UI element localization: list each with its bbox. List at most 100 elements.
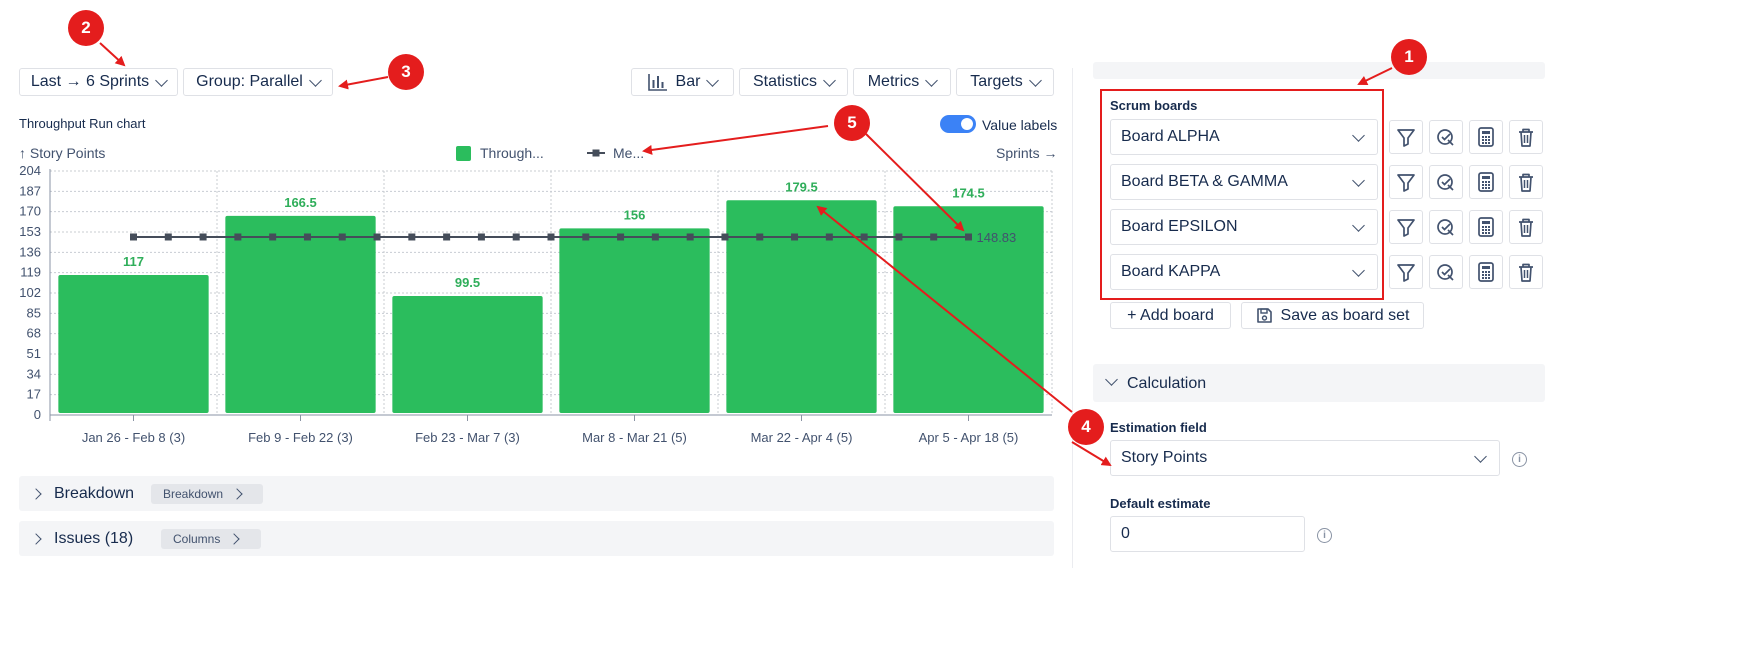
- mean-marker: [582, 233, 590, 241]
- mean-marker: [547, 233, 555, 241]
- mean-marker: [512, 233, 520, 241]
- filter-button[interactable]: [1389, 165, 1423, 199]
- breakdown-tag[interactable]: Breakdown: [151, 484, 263, 504]
- metrics-dropdown[interactable]: Metrics: [853, 68, 951, 96]
- mean-marker: [303, 233, 311, 241]
- trash-button[interactable]: [1509, 210, 1543, 244]
- y-tick-label: 119: [20, 265, 41, 280]
- mean-marker: [651, 233, 659, 241]
- add-board-button[interactable]: + Add board: [1110, 302, 1231, 329]
- calculator-button[interactable]: [1469, 165, 1503, 199]
- y-tick-label: 68: [27, 326, 41, 341]
- x-tick-label: Mar 22 - Apr 4 (5): [751, 430, 853, 445]
- chevron-down-icon: [1028, 73, 1042, 87]
- estimation-field-select[interactable]: Story Points: [1110, 440, 1500, 476]
- chart-type-label: Bar: [675, 73, 701, 90]
- chart-type-dropdown[interactable]: Bar: [631, 68, 734, 96]
- filter-icon: [1397, 129, 1415, 147]
- estimate-check-button[interactable]: [1429, 210, 1463, 244]
- save-board-set-button[interactable]: Save as board set: [1241, 302, 1424, 329]
- y-axis-title: ↑ Story Points: [19, 145, 106, 161]
- legend-item-mean[interactable]: Me...: [587, 145, 644, 161]
- chevron-right-icon: [30, 488, 42, 500]
- chart-title: Throughput Run chart: [19, 116, 146, 131]
- y-tick-label: 51: [27, 346, 41, 361]
- breakdown-title: Breakdown: [54, 485, 135, 502]
- issues-section[interactable]: Issues (18) Columns: [19, 521, 1054, 556]
- bar: [225, 215, 376, 413]
- estimate-check-button[interactable]: [1429, 165, 1463, 199]
- calculator-button[interactable]: [1469, 210, 1503, 244]
- targets-dropdown[interactable]: Targets: [956, 68, 1054, 96]
- mean-marker: [199, 233, 207, 241]
- estimate-check-button[interactable]: [1429, 120, 1463, 154]
- chevron-down-icon: [1105, 373, 1118, 386]
- mean-marker: [408, 233, 416, 241]
- calculation-title: Calculation: [1127, 375, 1207, 392]
- mean-marker: [130, 233, 137, 241]
- x-tick-label: Apr 5 - Apr 18 (5): [919, 430, 1019, 445]
- sprint-range-dropdown[interactable]: Last → 6 Sprints: [19, 68, 178, 96]
- mean-marker: [791, 233, 799, 241]
- trash-button[interactable]: [1509, 165, 1543, 199]
- annotation-badge-1: 1: [1391, 39, 1427, 75]
- y-tick-label: 0: [34, 407, 41, 422]
- sidebar-divider: [1072, 68, 1073, 568]
- filter-button[interactable]: [1389, 120, 1423, 154]
- bar: [726, 200, 877, 413]
- calculator-icon: [1478, 172, 1494, 192]
- chevron-down-icon: [308, 73, 322, 87]
- calculator-button[interactable]: [1469, 120, 1503, 154]
- bar-chart-icon: [647, 74, 667, 91]
- board-select[interactable]: Board ALPHA: [1110, 119, 1378, 155]
- filter-button[interactable]: [1389, 210, 1423, 244]
- chevron-down-icon: [155, 73, 169, 87]
- bar-value-label: 117: [123, 254, 144, 269]
- group-dropdown[interactable]: Group: Parallel: [183, 68, 333, 96]
- columns-tag-label: Columns: [173, 532, 221, 546]
- trash-button[interactable]: [1509, 255, 1543, 289]
- annotation-badge-5: 5: [834, 105, 870, 141]
- trash-icon: [1519, 218, 1533, 237]
- bar-value-label: 99.5: [455, 275, 480, 290]
- legend-label-mean: Me...: [613, 145, 645, 161]
- calculation-section-header[interactable]: Calculation: [1093, 364, 1545, 402]
- mean-marker: [164, 233, 172, 241]
- value-labels-toggle[interactable]: [940, 115, 976, 133]
- save-icon: [1256, 308, 1272, 323]
- y-tick-label: 102: [19, 285, 41, 300]
- add-board-label: + Add board: [1127, 306, 1214, 324]
- annotation-badge-3: 3: [388, 54, 424, 90]
- info-icon: i: [1317, 528, 1332, 543]
- mean-marker: [234, 233, 242, 241]
- legend-label-throughput: Through...: [480, 145, 544, 161]
- chevron-down-icon: [706, 73, 720, 87]
- legend-item-throughput[interactable]: Through...: [456, 145, 544, 161]
- statistics-dropdown[interactable]: Statistics: [739, 68, 848, 96]
- mean-value-label: 148.83: [977, 230, 1017, 245]
- board-select[interactable]: Board EPSILON: [1110, 209, 1378, 245]
- save-board-set-label: Save as board set: [1280, 306, 1410, 324]
- statistics-label: Statistics: [752, 73, 817, 90]
- board-select[interactable]: Board BETA & GAMMA: [1110, 164, 1378, 200]
- breakdown-section[interactable]: Breakdown Breakdown: [19, 476, 1054, 511]
- annotation-badge-4: 4: [1068, 409, 1104, 445]
- mean-marker: [825, 233, 833, 241]
- mean-marker: [443, 233, 451, 241]
- board-select[interactable]: Board KAPPA: [1110, 254, 1378, 290]
- toggle-knob: [961, 118, 973, 130]
- calculator-button[interactable]: [1469, 255, 1503, 289]
- chevron-down-icon: [1474, 449, 1487, 463]
- mean-marker: [930, 233, 938, 241]
- default-estimate-input[interactable]: 0: [1110, 516, 1305, 552]
- trash-icon: [1519, 173, 1533, 192]
- trash-button[interactable]: [1509, 120, 1543, 154]
- issues-columns-tag[interactable]: Columns: [161, 529, 261, 549]
- scrum-boards-highlight-box: [1100, 89, 1384, 300]
- estimate-check-button[interactable]: [1429, 255, 1463, 289]
- filter-button[interactable]: [1389, 255, 1423, 289]
- bar: [58, 275, 209, 413]
- y-tick-label: 170: [19, 204, 41, 219]
- x-tick-label: Feb 23 - Mar 7 (3): [415, 430, 520, 445]
- targets-label: Targets: [970, 73, 1023, 90]
